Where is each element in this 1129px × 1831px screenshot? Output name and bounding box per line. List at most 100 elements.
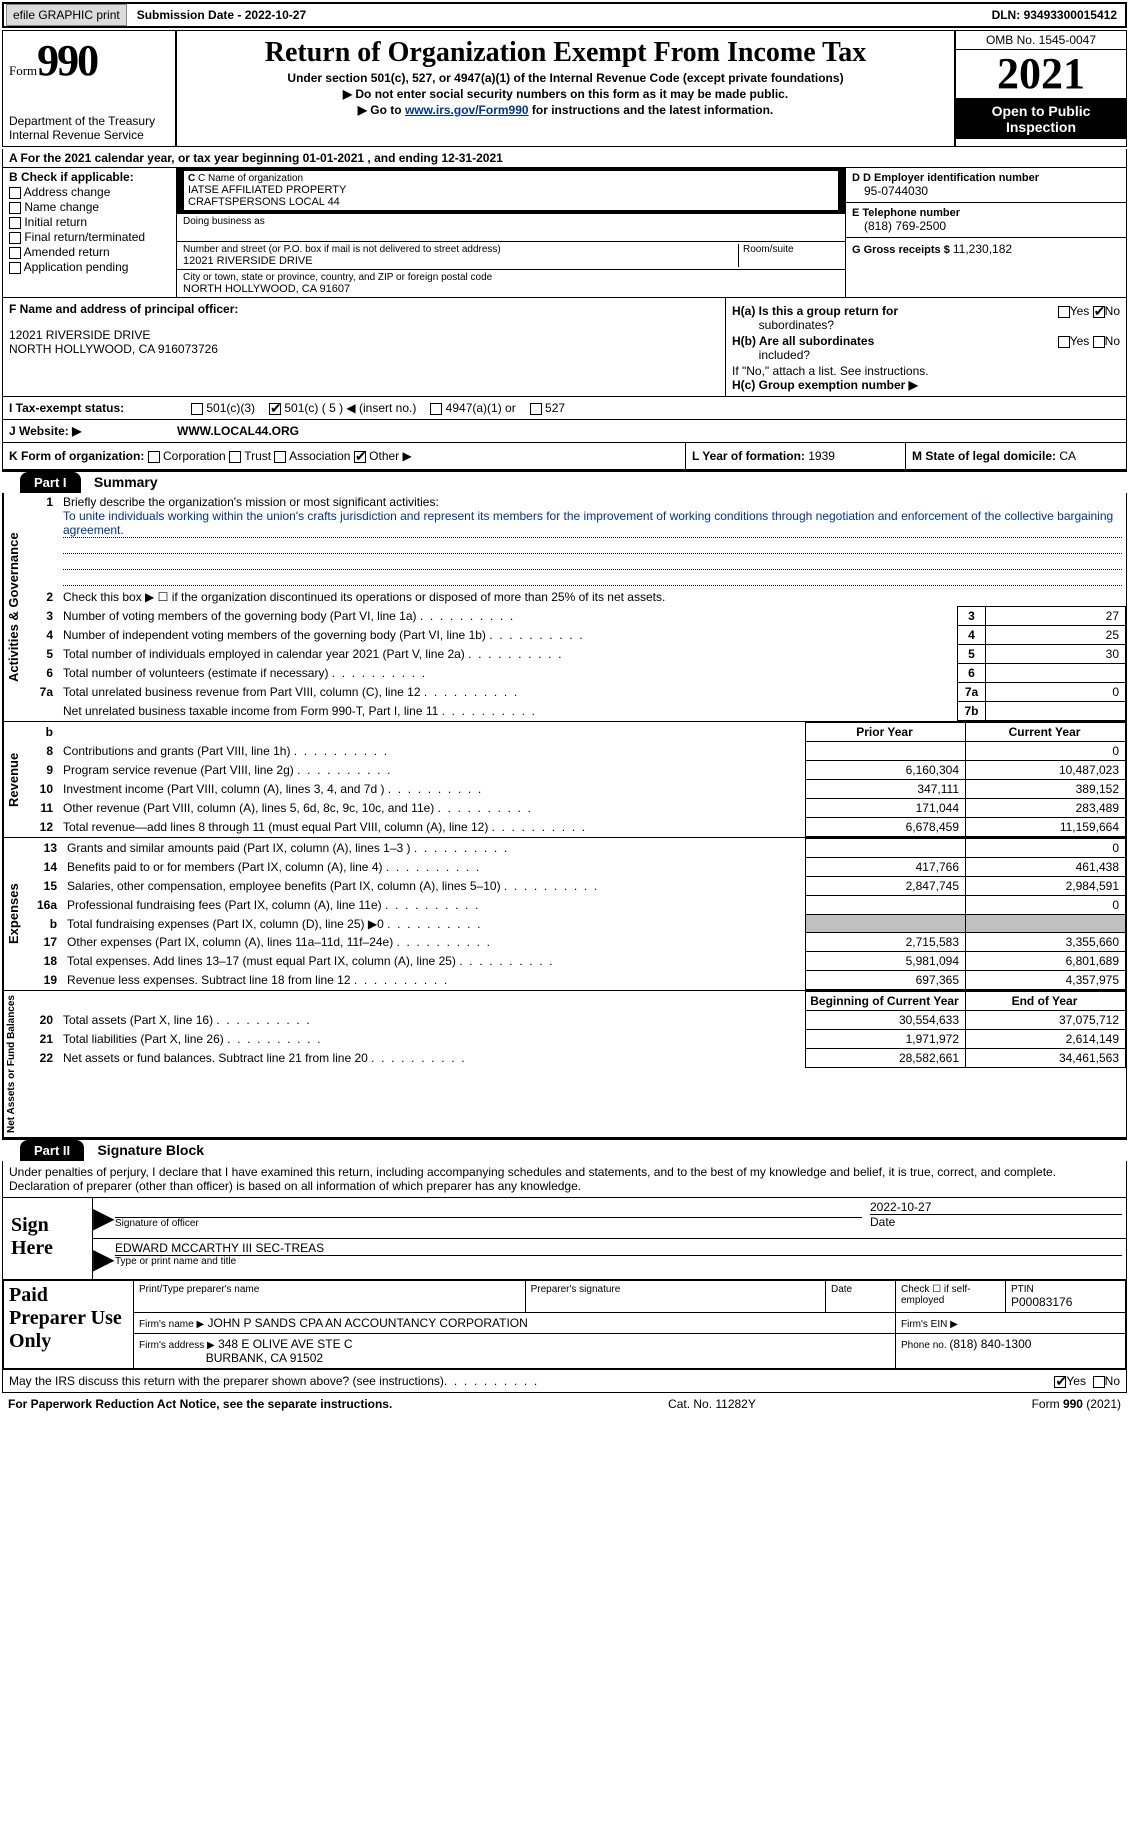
- form-header: Form990 Department of the Treasury Inter…: [2, 30, 1127, 147]
- prep-name-label: Print/Type preparer's name: [139, 1284, 520, 1295]
- row-j: J Website: ▶ WWW.LOCAL44.ORG: [2, 420, 1127, 443]
- sig-officer-label: Signature of officer: [115, 1218, 862, 1229]
- line-desc: Investment income (Part VIII, column (A)…: [59, 780, 806, 799]
- omb-number: OMB No. 1545-0047: [956, 31, 1126, 50]
- open-inspection: Open to PublicInspection: [956, 99, 1126, 139]
- chk-initial-return[interactable]: Initial return: [9, 215, 170, 229]
- prior-val: 5,981,094: [806, 952, 966, 971]
- prior-val: 347,111: [806, 780, 966, 799]
- line-val: [986, 702, 1126, 721]
- line-num: 20: [33, 1011, 59, 1030]
- declaration-text: Under penalties of perjury, I declare th…: [3, 1161, 1126, 1198]
- row-i: I Tax-exempt status: 501(c)(3) 501(c) ( …: [2, 397, 1127, 420]
- year-formation: L Year of formation: 1939: [686, 443, 906, 469]
- irs-label: Internal Revenue Service: [9, 128, 169, 142]
- vtab-expenses: Expenses: [3, 838, 33, 990]
- opt-527[interactable]: 527: [530, 401, 565, 415]
- sig-arrow-icon-2: ▶: [93, 1239, 111, 1279]
- discuss-yes[interactable]: Yes: [1054, 1374, 1086, 1388]
- opt-501c3[interactable]: 501(c)(3): [191, 401, 255, 415]
- hb-yes[interactable]: Yes: [1058, 334, 1090, 362]
- dln: DLN: 93493300015412: [992, 8, 1125, 22]
- opt-trust[interactable]: Trust: [229, 449, 271, 463]
- chk-name-change[interactable]: Name change: [9, 200, 170, 214]
- col-d: D D Employer identification number 95-07…: [846, 168, 1126, 297]
- chk-address-change[interactable]: Address change: [9, 185, 170, 199]
- current-val: 3,355,660: [966, 933, 1126, 952]
- website-value: WWW.LOCAL44.ORG: [177, 424, 299, 438]
- line-num: 6: [33, 664, 59, 683]
- ha-yes[interactable]: Yes: [1058, 304, 1090, 332]
- firm-phone: (818) 840-1300: [949, 1337, 1031, 1351]
- line-desc: Salaries, other compensation, employee b…: [63, 877, 805, 896]
- line-num: 17: [33, 933, 63, 952]
- prior-val: 6,160,304: [806, 761, 966, 780]
- opt-501c[interactable]: 501(c) ( 5 ) ◀ (insert no.): [269, 401, 416, 415]
- line-val: 27: [986, 607, 1126, 626]
- opt-association[interactable]: Association: [274, 449, 350, 463]
- part2-header: Part II: [20, 1140, 84, 1161]
- part1-revenue: Revenue b Prior Year Current Year 8 Cont…: [2, 722, 1127, 838]
- begin-year-hdr: Beginning of Current Year: [806, 992, 966, 1011]
- current-val: 389,152: [966, 780, 1126, 799]
- dept-treasury: Department of the Treasury: [9, 114, 169, 128]
- officer-name: EDWARD MCCARTHY III SEC-TREAS: [115, 1241, 1122, 1255]
- opt-4947[interactable]: 4947(a)(1) or: [430, 401, 515, 415]
- firm-name-label: Firm's name ▶: [139, 1319, 204, 1330]
- current-val: 283,489: [966, 799, 1126, 818]
- phone-label: E Telephone number: [852, 207, 1120, 219]
- line-desc: Revenue less expenses. Subtract line 18 …: [63, 971, 805, 990]
- prior-val: 417,766: [806, 858, 966, 877]
- line-desc: Number of independent voting members of …: [59, 626, 958, 645]
- line-desc: Total revenue—add lines 8 through 11 (mu…: [59, 818, 806, 837]
- chk-application-pending[interactable]: Application pending: [9, 260, 170, 274]
- line-num: [33, 702, 59, 721]
- discuss-no[interactable]: No: [1093, 1374, 1120, 1388]
- part1-activities: Activities & Governance 1 Briefly descri…: [2, 493, 1127, 722]
- efile-print-button[interactable]: efile GRAPHIC print: [6, 4, 127, 26]
- line-box: 6: [958, 664, 986, 683]
- prior-val: 2,847,745: [806, 877, 966, 896]
- part1-header: Part I: [20, 472, 81, 493]
- line-desc: Number of voting members of the governin…: [59, 607, 958, 626]
- line-num: 9: [33, 761, 59, 780]
- col-h: H(a) Is this a group return for subordin…: [726, 298, 1126, 396]
- paid-preparer-label: Paid Preparer Use Only: [4, 1281, 134, 1369]
- line-num: 13: [33, 839, 63, 858]
- line-val: 0: [986, 683, 1126, 702]
- cat-no: Cat. No. 11282Y: [392, 1397, 1031, 1411]
- current-val: 2,614,149: [966, 1030, 1126, 1049]
- irs-link[interactable]: www.irs.gov/Form990: [405, 103, 529, 117]
- website-label: J Website: ▶: [9, 424, 177, 438]
- hc-label: H(c) Group exemption number ▶: [732, 378, 1120, 392]
- hb-no[interactable]: No: [1093, 334, 1120, 362]
- submission-date: Submission Date - 2022-10-27: [127, 8, 316, 22]
- officer-label: F Name and address of principal officer:: [9, 302, 719, 316]
- ha-no[interactable]: No: [1093, 304, 1120, 332]
- prior-val: 1,971,972: [806, 1030, 966, 1049]
- prior-val: [806, 896, 966, 915]
- chk-amended-return[interactable]: Amended return: [9, 245, 170, 259]
- header-mid: Return of Organization Exempt From Incom…: [177, 31, 956, 146]
- check-if-label: Check ☐ if self-employed: [901, 1284, 1000, 1306]
- line-box: 4: [958, 626, 986, 645]
- opt-corporation[interactable]: Corporation: [148, 449, 226, 463]
- line-val: [986, 664, 1126, 683]
- line-num: 14: [33, 858, 63, 877]
- room-label: Room/suite: [743, 244, 839, 255]
- prior-val: 30,554,633: [806, 1011, 966, 1030]
- line-num: 8: [33, 742, 59, 761]
- opt-other[interactable]: Other ▶: [354, 449, 412, 463]
- ssn-warning: ▶ Do not enter social security numbers o…: [185, 87, 946, 101]
- gross-label: G Gross receipts $: [852, 244, 953, 256]
- prior-val: 28,582,661: [806, 1049, 966, 1068]
- line-desc: Total expenses. Add lines 13–17 (must eq…: [63, 952, 805, 971]
- sig-date: 2022-10-27: [870, 1200, 1122, 1214]
- sig-date-label: Date: [870, 1214, 1122, 1229]
- col-b-header: B Check if applicable:: [9, 170, 170, 184]
- line-num: 3: [33, 607, 59, 626]
- form-label: Form: [9, 63, 37, 78]
- header-left: Form990 Department of the Treasury Inter…: [3, 31, 177, 146]
- chk-final-return[interactable]: Final return/terminated: [9, 230, 170, 244]
- form-number: 990: [37, 36, 97, 85]
